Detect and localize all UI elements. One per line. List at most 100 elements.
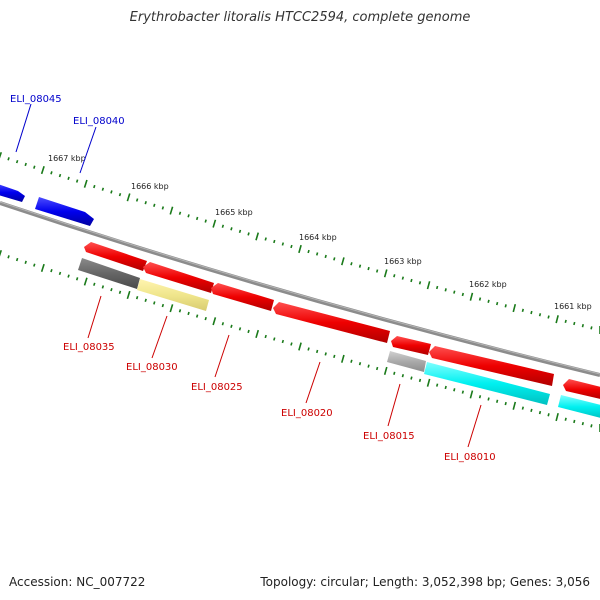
inner-minor-tick	[33, 263, 36, 267]
inner-minor-tick	[487, 397, 490, 401]
outer-minor-tick	[478, 297, 482, 301]
scale-label-1666: 1666 kbp	[131, 182, 169, 191]
leader-ELI_08025	[214, 334, 230, 378]
gene-arrow-ELI_08020[interactable]	[273, 302, 390, 343]
inner-minor-tick	[453, 388, 456, 392]
inner-minor-tick	[367, 364, 370, 368]
outer-major-tick	[426, 281, 431, 290]
inner-minor-tick	[461, 390, 465, 394]
gene-arrow-unlabeled-cyan[interactable]	[558, 395, 600, 419]
outer-minor-tick	[315, 252, 319, 256]
scale-label-1667: 1667 kbp	[48, 154, 86, 163]
inner-minor-tick	[101, 285, 105, 289]
outer-major-tick	[340, 257, 345, 266]
gene-label-ELI_08010: ELI_08010	[444, 452, 496, 463]
inner-minor-tick	[67, 274, 70, 278]
inner-tick-ring	[0, 249, 600, 432]
outer-major-tick	[383, 269, 388, 278]
outer-minor-tick	[401, 276, 405, 280]
outer-minor-tick	[358, 264, 362, 268]
outer-minor-tick	[324, 254, 327, 259]
outer-minor-tick	[247, 232, 250, 236]
gene-labels: ELI_08045 ELI_08040 ELI_08035 ELI_08030 …	[10, 94, 496, 463]
outer-major-tick	[298, 244, 302, 254]
inner-major-tick	[0, 249, 3, 257]
gene-arrow-ELI_08015[interactable]	[387, 351, 426, 372]
forward-genes	[0, 183, 94, 226]
inner-minor-tick	[393, 371, 396, 375]
outer-major-tick	[126, 193, 131, 202]
outer-major-tick	[555, 315, 559, 324]
gene-arrow-ELI_08045[interactable]	[0, 183, 25, 202]
outer-minor-tick	[590, 326, 593, 330]
outer-minor-tick	[453, 290, 456, 294]
outer-minor-tick	[444, 288, 447, 292]
outer-minor-tick	[7, 157, 10, 161]
inner-major-tick	[169, 304, 174, 313]
inner-major-tick	[212, 317, 217, 326]
inner-major-tick	[298, 342, 302, 351]
outer-minor-tick	[135, 198, 139, 202]
outer-minor-tick	[144, 201, 147, 205]
label-leaders	[15, 103, 482, 448]
outer-minor-tick	[547, 315, 550, 319]
outer-minor-tick	[367, 266, 370, 271]
gene-arrow-unlabeled-4[interactable]	[429, 346, 554, 386]
leader-ELI_08020	[305, 361, 321, 404]
inner-minor-tick	[581, 421, 585, 426]
inner-minor-tick	[418, 378, 422, 383]
gene-label-ELI_08015: ELI_08015	[363, 431, 415, 442]
gene-arrow-unlabeled-3[interactable]	[391, 336, 431, 355]
inner-minor-tick	[7, 255, 10, 259]
inner-minor-tick	[238, 327, 242, 331]
gene-label-ELI_08040: ELI_08040	[73, 116, 125, 127]
gene-arrow-unlabeled-5[interactable]	[563, 379, 600, 400]
inner-major-tick	[83, 277, 88, 286]
outer-minor-tick	[350, 262, 353, 266]
inner-minor-tick	[187, 311, 190, 316]
inner-minor-tick	[161, 303, 165, 308]
leader-ELI_08040	[79, 126, 97, 174]
inner-minor-tick	[93, 282, 96, 286]
inner-minor-tick	[547, 413, 550, 417]
reverse-genes	[78, 242, 600, 419]
inner-minor-tick	[273, 337, 276, 341]
outer-minor-tick	[221, 224, 225, 228]
outer-minor-tick	[110, 190, 113, 194]
gene-arrow-ELI_08035[interactable]	[78, 258, 140, 289]
scale-label-1664: 1664 kbp	[299, 233, 337, 242]
gene-arrow-ELI_08030[interactable]	[137, 279, 209, 311]
outer-minor-tick	[118, 192, 122, 197]
inner-minor-tick	[564, 417, 567, 421]
outer-major-tick	[40, 165, 45, 175]
outer-tick-ring	[0, 151, 600, 334]
inner-minor-tick	[444, 385, 447, 390]
inner-minor-tick	[315, 349, 319, 354]
inner-major-tick	[126, 290, 131, 300]
outer-major-tick	[169, 206, 174, 215]
leader-ELI_08010	[467, 404, 482, 448]
outer-minor-tick	[375, 269, 379, 273]
gene-arrow-unlabeled-1[interactable]	[84, 242, 147, 271]
outer-minor-tick	[230, 227, 233, 231]
gene-arrow-ELI_08040[interactable]	[35, 197, 94, 226]
inner-minor-tick	[478, 395, 482, 399]
gene-arrow-unlabeled-2[interactable]	[143, 262, 214, 293]
inner-minor-tick	[435, 383, 439, 387]
outer-minor-tick	[487, 299, 490, 303]
gene-arrow-ELI_08025[interactable]	[211, 283, 274, 311]
inner-major-tick	[40, 263, 45, 272]
leader-ELI_08045	[15, 103, 32, 153]
outer-minor-tick	[264, 237, 267, 241]
inner-minor-tick	[590, 424, 593, 428]
outer-minor-tick	[204, 219, 207, 223]
outer-minor-tick	[418, 281, 422, 285]
inner-minor-tick	[375, 366, 379, 371]
inner-minor-tick	[230, 324, 233, 328]
outer-minor-tick	[273, 239, 276, 244]
genome-summary: Topology: circular; Length: 3,052,398 bp…	[260, 575, 590, 589]
inner-minor-tick	[281, 339, 285, 344]
gene-arrow-ELI_08010[interactable]	[424, 362, 550, 405]
inner-major-tick	[426, 378, 431, 387]
outer-minor-tick	[538, 313, 542, 317]
